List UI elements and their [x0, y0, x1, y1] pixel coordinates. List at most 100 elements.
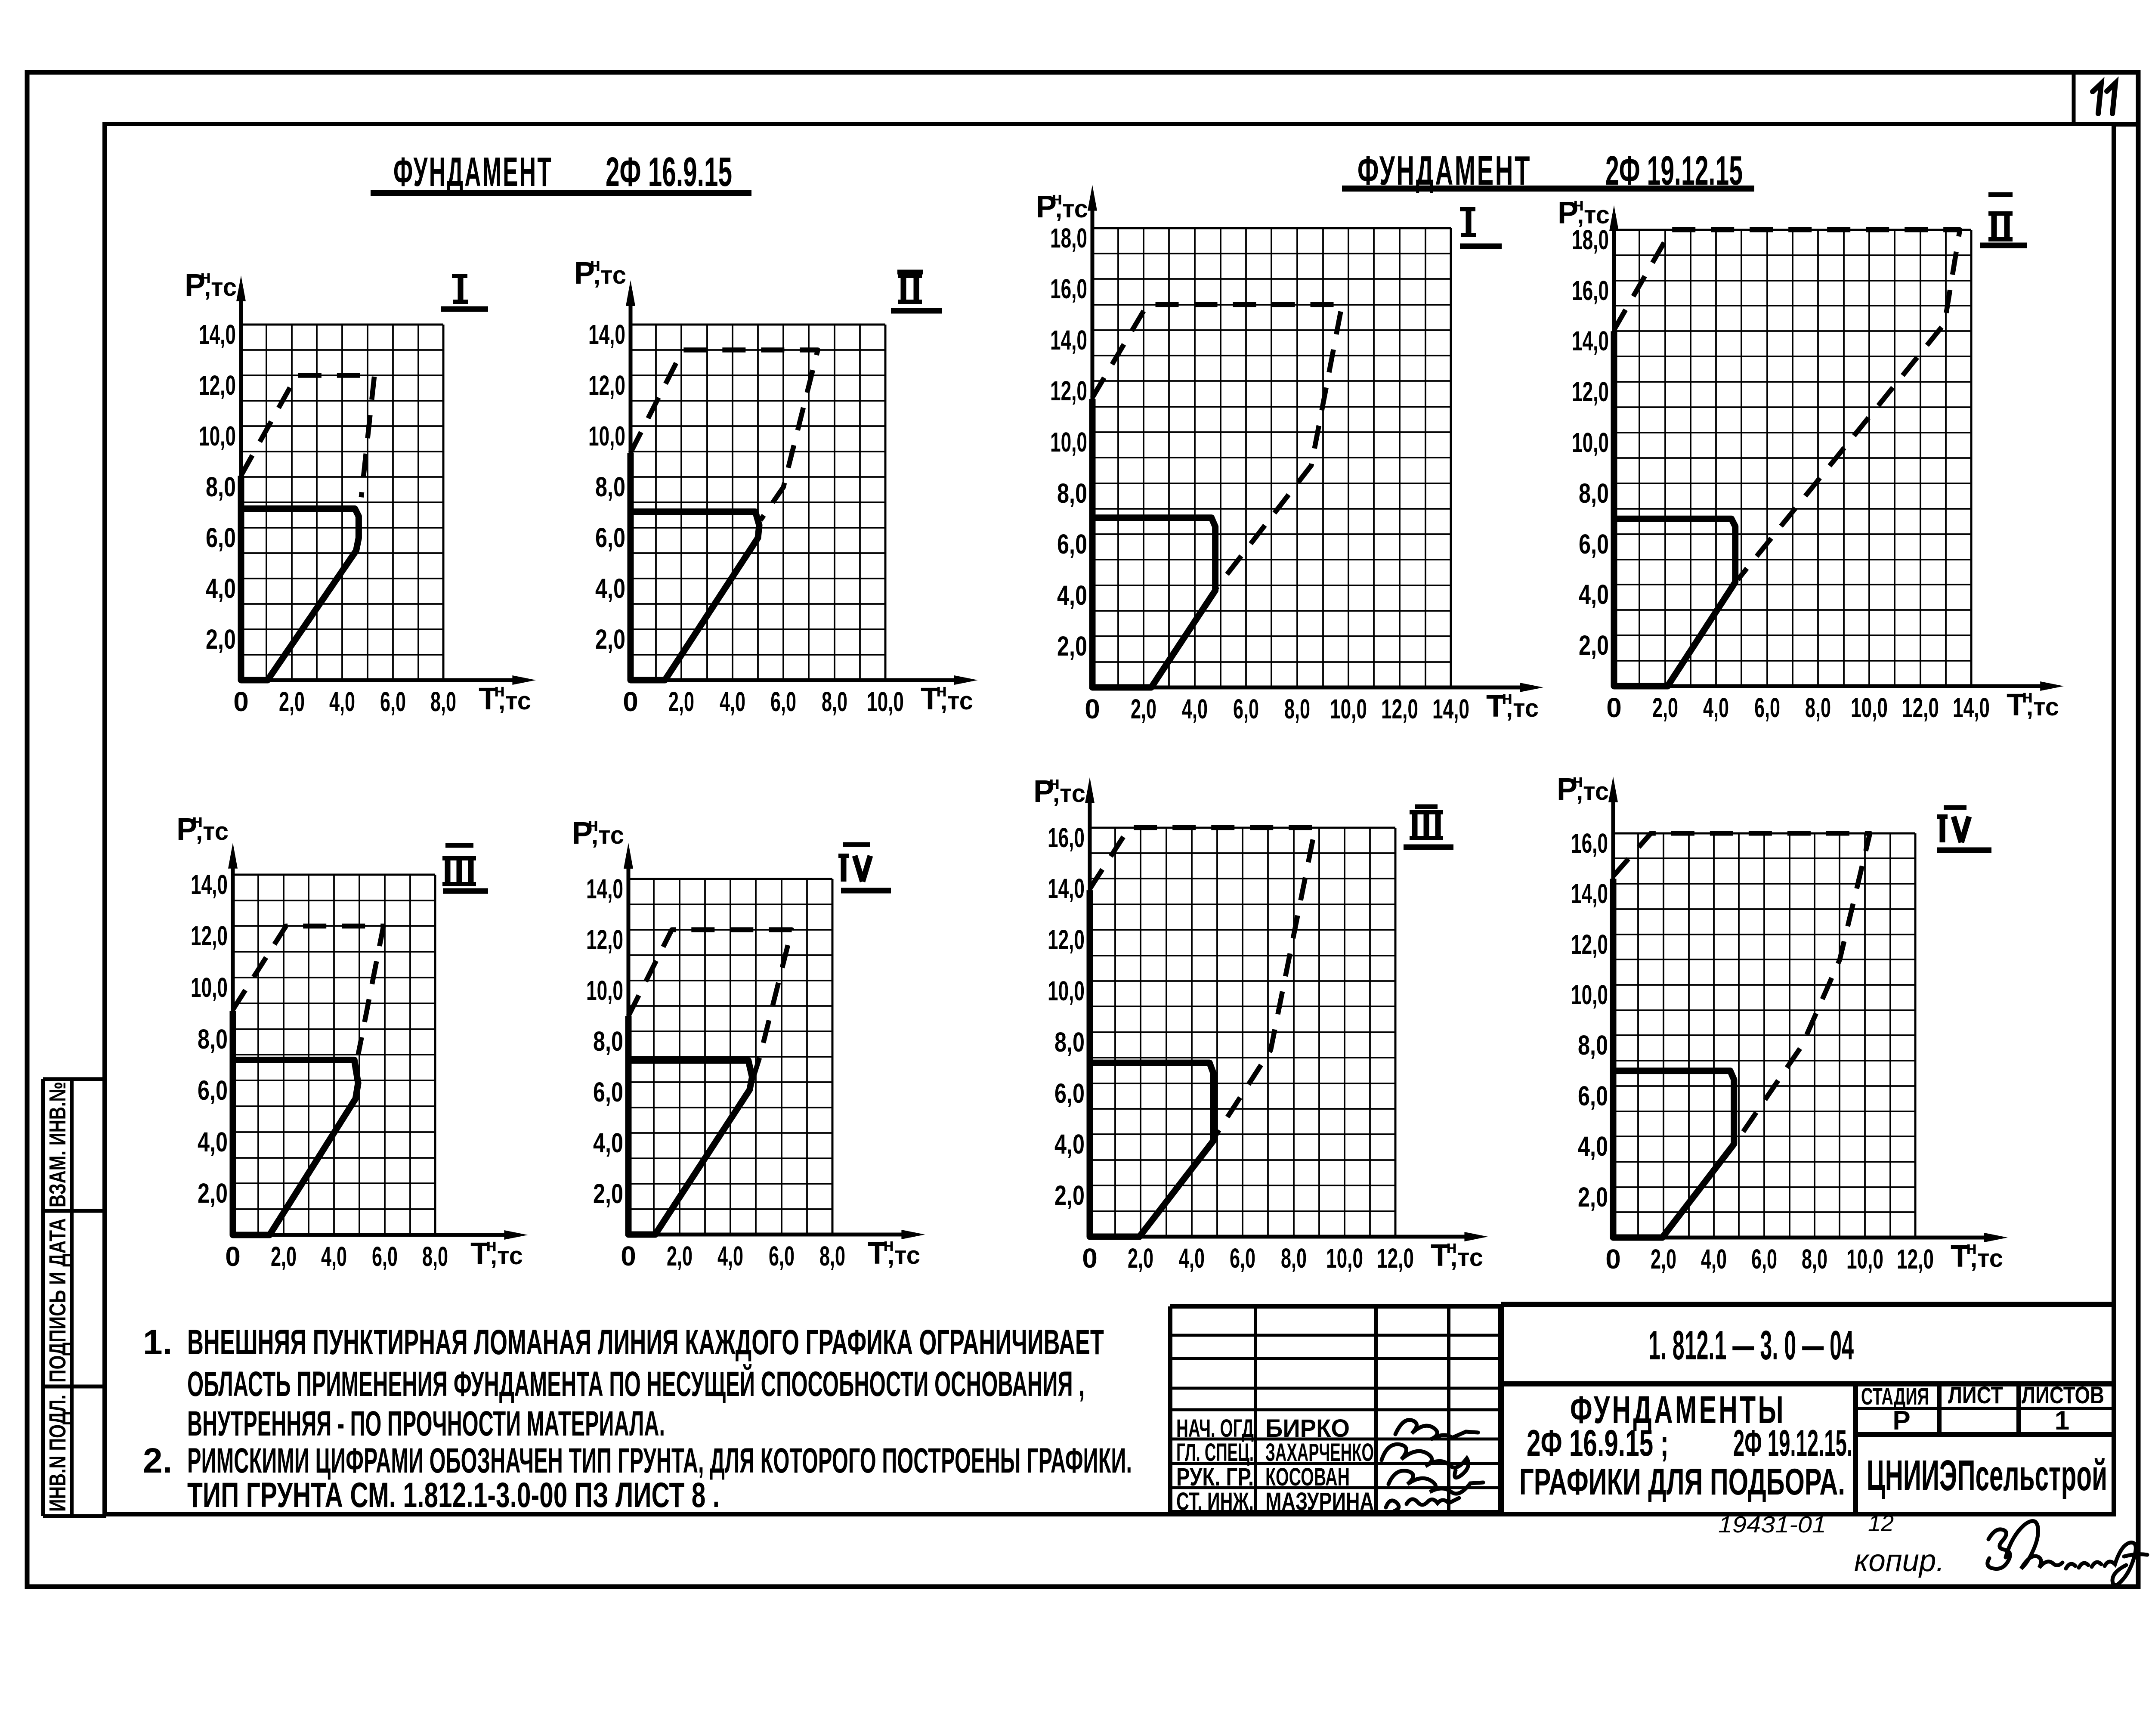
svg-text:ПОДПИСЬ И ДАТА: ПОДПИСЬ И ДАТА — [45, 1218, 71, 1383]
svg-text:СТАДИЯ: СТАДИЯ — [1861, 1383, 1929, 1410]
svg-text:4,0: 4,0 — [595, 573, 625, 604]
svg-text:,тс: ,тс — [940, 687, 973, 715]
svg-text:2,0: 2,0 — [1054, 1180, 1085, 1211]
svg-text:,тс: ,тс — [887, 1241, 920, 1269]
svg-text:0: 0 — [623, 686, 638, 717]
svg-text:8,0: 8,0 — [206, 471, 236, 502]
svg-text:8,0: 8,0 — [819, 1241, 845, 1272]
svg-text:10,0: 10,0 — [1571, 979, 1608, 1010]
svg-text:н: н — [1502, 687, 1512, 708]
svg-text:6,0: 6,0 — [770, 686, 796, 717]
svg-text:4,0: 4,0 — [593, 1127, 623, 1158]
svg-text:,тс: ,тс — [498, 687, 531, 715]
svg-text:МАЗУРИНА: МАЗУРИНА — [1265, 1488, 1374, 1516]
svg-text:8,0: 8,0 — [822, 686, 847, 717]
svg-text:P: P — [1036, 190, 1057, 224]
svg-text:ГЛ. СПЕЦ.: ГЛ. СПЕЦ. — [1176, 1439, 1254, 1467]
svg-text:P: P — [574, 256, 595, 291]
svg-text:6,0: 6,0 — [198, 1075, 228, 1106]
svg-text:2,0: 2,0 — [1651, 1244, 1676, 1275]
svg-text:12,0: 12,0 — [586, 924, 623, 955]
svg-text:РУК. ГР.: РУК. ГР. — [1176, 1463, 1254, 1491]
svg-text:н: н — [200, 266, 211, 287]
svg-text:14,0: 14,0 — [1571, 878, 1608, 909]
svg-text:6,0: 6,0 — [593, 1077, 623, 1108]
svg-text:6,0: 6,0 — [1233, 693, 1259, 724]
svg-text:14,0: 14,0 — [1432, 693, 1469, 724]
svg-text:4,0: 4,0 — [198, 1126, 228, 1157]
svg-text:копир.: копир. — [1854, 1544, 1945, 1578]
svg-text:10,0: 10,0 — [1330, 693, 1367, 724]
svg-text:2,0: 2,0 — [271, 1241, 297, 1272]
svg-text:н: н — [1573, 194, 1584, 214]
svg-text:,тс: ,тс — [1576, 777, 1609, 805]
svg-text:10,0: 10,0 — [588, 421, 625, 452]
svg-text:12,0: 12,0 — [1572, 376, 1609, 407]
svg-text:6,0: 6,0 — [1754, 692, 1780, 723]
svg-text:8,0: 8,0 — [430, 686, 456, 717]
svg-text:,тс: ,тс — [1577, 201, 1610, 229]
svg-text:14,0: 14,0 — [1953, 692, 1990, 723]
svg-text:6,0: 6,0 — [1578, 1080, 1608, 1111]
svg-text:ЗАХАРЧЕНКО: ЗАХАРЧЕНКО — [1265, 1439, 1374, 1467]
svg-text:н: н — [1572, 771, 1583, 791]
svg-text:6,0: 6,0 — [1230, 1243, 1255, 1274]
svg-text:0: 0 — [225, 1241, 241, 1272]
svg-text:12,0: 12,0 — [1050, 375, 1087, 406]
svg-text:2,0: 2,0 — [595, 624, 625, 655]
svg-text:4,0: 4,0 — [206, 573, 236, 604]
svg-text:6,0: 6,0 — [595, 522, 625, 553]
svg-text:н: н — [590, 254, 600, 275]
svg-text:6,0: 6,0 — [1751, 1244, 1777, 1275]
svg-text:,тс: ,тс — [1055, 195, 1088, 223]
svg-text:4,0: 4,0 — [1701, 1244, 1727, 1275]
svg-text:P: P — [185, 268, 205, 303]
svg-text:16,0: 16,0 — [1048, 822, 1085, 853]
svg-text:14,0: 14,0 — [1050, 325, 1087, 356]
svg-text:6,0: 6,0 — [206, 522, 236, 553]
svg-text:12,0: 12,0 — [1571, 929, 1608, 960]
svg-text:ИНВ.N ПОДЛ.: ИНВ.N ПОДЛ. — [45, 1395, 71, 1512]
svg-text:1. 812.1 — 3. 0 — 04: 1. 812.1 — 3. 0 — 04 — [1648, 1322, 1854, 1368]
svg-text:н: н — [1446, 1237, 1457, 1257]
svg-text:ВНУТРЕННЯЯ - ПО ПРОЧНОСТИ МАТЕ: ВНУТРЕННЯЯ - ПО ПРОЧНОСТИ МАТЕРИАЛА. — [187, 1404, 665, 1443]
svg-text:н: н — [1966, 1238, 1977, 1258]
svg-text:ОБЛАСТЬ ПРИМЕНЕНИЯ ФУНДАМЕНТА: ОБЛАСТЬ ПРИМЕНЕНИЯ ФУНДАМЕНТА ПО НЕСУЩЕЙ… — [187, 1364, 1085, 1404]
svg-text:,тс: ,тс — [1970, 1244, 2003, 1272]
svg-text:ЦНИИЭПсельстрой: ЦНИИЭПсельстрой — [1867, 1451, 2107, 1500]
svg-text:1: 1 — [2055, 1406, 2069, 1436]
svg-text:Р: Р — [1892, 1406, 1910, 1436]
svg-text:ЛИСТ: ЛИСТ — [1948, 1381, 2003, 1408]
svg-text:8,0: 8,0 — [1054, 1027, 1085, 1058]
svg-text:12,0: 12,0 — [1381, 693, 1418, 724]
svg-text:6,0: 6,0 — [380, 686, 406, 717]
svg-text:,тс: ,тс — [490, 1242, 523, 1270]
svg-text:2,0: 2,0 — [206, 624, 236, 655]
svg-text:6,0: 6,0 — [1054, 1078, 1085, 1109]
svg-text:н: н — [192, 811, 203, 831]
svg-text:19431-01: 19431-01 — [1718, 1512, 1826, 1538]
svg-text:8,0: 8,0 — [593, 1026, 623, 1057]
svg-text:8,0: 8,0 — [198, 1024, 228, 1055]
svg-text:2,0: 2,0 — [593, 1178, 623, 1209]
svg-text:2,0: 2,0 — [668, 686, 694, 717]
svg-text:0: 0 — [233, 686, 249, 717]
svg-text:T: T — [1431, 1238, 1450, 1273]
svg-text:10,0: 10,0 — [191, 972, 228, 1003]
svg-text:P: P — [1558, 196, 1578, 230]
svg-text:4,0: 4,0 — [1579, 579, 1609, 610]
svg-text:T: T — [2007, 688, 2025, 722]
svg-text:4,0: 4,0 — [1703, 692, 1729, 723]
svg-text:2,0: 2,0 — [1579, 630, 1609, 661]
svg-text:8,0: 8,0 — [1579, 478, 1609, 509]
svg-text:4,0: 4,0 — [1057, 580, 1087, 611]
svg-text:4,0: 4,0 — [1578, 1131, 1608, 1162]
svg-text:2.: 2. — [143, 1441, 172, 1480]
svg-text:4,0: 4,0 — [329, 686, 355, 717]
svg-text:,тс: ,тс — [2026, 693, 2059, 721]
svg-text:8,0: 8,0 — [1284, 693, 1310, 724]
svg-text:ЛИСТОВ: ЛИСТОВ — [2022, 1381, 2104, 1408]
svg-text:СТ. ИНЖ.: СТ. ИНЖ. — [1176, 1488, 1254, 1516]
svg-text:4,0: 4,0 — [321, 1241, 347, 1272]
svg-text:8,0: 8,0 — [1802, 1244, 1827, 1275]
